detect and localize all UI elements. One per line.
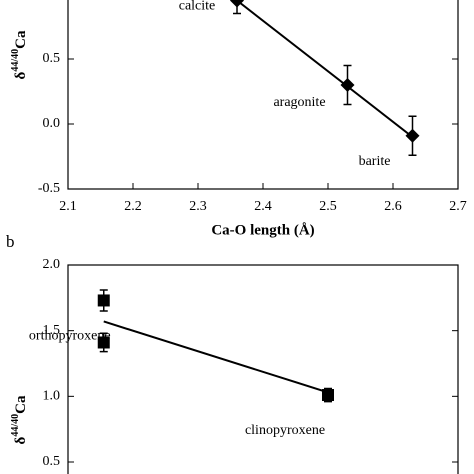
- fit-line: [236, 0, 414, 138]
- point-label: orthopyroxene: [29, 329, 111, 344]
- y-axis-title-part: Ca: [13, 395, 29, 414]
- y-tick-label: 1.0: [43, 389, 61, 404]
- x-tick-label: 2.3: [189, 199, 207, 214]
- y-tick-label: 2.0: [43, 257, 61, 272]
- y-axis-title-part: δ: [13, 71, 29, 79]
- y-axis-title: δ44/40Ca: [10, 395, 29, 444]
- x-tick-label: 2.1: [59, 199, 77, 214]
- point: [97, 294, 110, 307]
- x-tick-label: 2.2: [124, 199, 142, 214]
- point: [230, 0, 244, 8]
- y-axis-title-part: 44/40: [10, 414, 21, 437]
- y-axis-title: δ44/40Ca: [10, 30, 29, 79]
- plot-frame: [67, 264, 459, 474]
- y-tick-label: 0.5: [43, 454, 61, 469]
- y-tick-label: 0.5: [43, 51, 61, 66]
- point-label: barite: [359, 154, 391, 169]
- x-tick-label: 2.5: [319, 199, 337, 214]
- point: [97, 336, 110, 349]
- plot-frame: [67, 0, 459, 190]
- y-axis-title-part: δ: [13, 436, 29, 444]
- x-axis-title: Ca-O length (Å): [211, 222, 314, 238]
- y-axis-title-part: Ca: [13, 30, 29, 49]
- point: [322, 389, 334, 402]
- y-tick-label: 1.5: [43, 323, 61, 338]
- point-label: calcite: [179, 0, 216, 14]
- fit-line: [103, 320, 329, 394]
- point: [340, 78, 355, 92]
- x-tick-label: 2.6: [384, 199, 402, 214]
- x-tick-label: 2.4: [254, 199, 272, 214]
- point: [405, 128, 420, 143]
- y-axis-title-part: 44/40: [10, 49, 21, 72]
- y-tick-label: -0.5: [38, 181, 60, 196]
- x-tick-label: 2.7: [449, 199, 467, 214]
- y-tick-label: 0.0: [43, 116, 61, 131]
- panel-label: b: [6, 232, 15, 251]
- point-label: aragonite: [273, 95, 325, 110]
- point-label: clinopyroxene: [245, 423, 325, 438]
